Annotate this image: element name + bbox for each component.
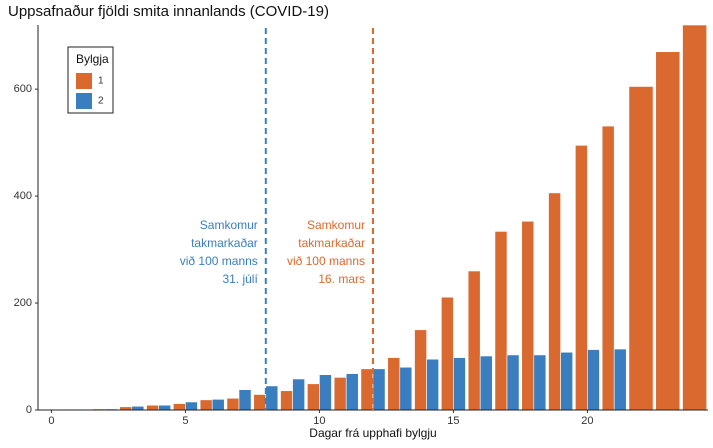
legend-swatch [76, 73, 92, 89]
annotation-text: 31. júlí [222, 272, 258, 286]
y-tick-label: 400 [14, 190, 32, 202]
bar [173, 403, 186, 411]
bar [265, 385, 279, 411]
bar [682, 24, 707, 411]
bar [506, 354, 520, 411]
legend-title: Bylgja [76, 52, 109, 66]
bar [494, 231, 508, 411]
bar [414, 329, 427, 411]
bar [453, 357, 466, 411]
bar [521, 220, 535, 411]
bar [613, 348, 627, 411]
x-axis-label: Dagar frá upphafi bylgju [309, 426, 436, 440]
bar [601, 125, 615, 411]
bar [345, 373, 359, 411]
bar [238, 389, 252, 411]
bar [467, 270, 481, 411]
bar [292, 378, 305, 411]
x-tick-label: 15 [447, 415, 459, 427]
annotation-text: takmarkaðar [298, 236, 365, 250]
chart-title: Uppsafnaður fjöldi smita innanlands (COV… [8, 3, 329, 20]
legend-swatch [76, 93, 92, 109]
y-tick-label: 200 [14, 297, 32, 309]
bar [131, 405, 145, 411]
bar [226, 397, 240, 411]
annotation-text: við 100 manns [180, 254, 258, 268]
bar [441, 296, 454, 411]
bar [548, 192, 561, 411]
x-tick-label: 20 [581, 415, 593, 427]
bar [655, 51, 681, 411]
bar [387, 357, 401, 411]
bar [372, 368, 386, 411]
y-tick-label: 0 [26, 404, 32, 416]
bar [146, 404, 159, 411]
x-tick-label: 0 [48, 415, 54, 427]
bar [628, 86, 654, 411]
annotation-text: Samkomur [200, 218, 258, 232]
y-tick-label: 600 [14, 83, 32, 95]
bar [426, 358, 439, 411]
bar [158, 404, 171, 411]
bar [560, 351, 573, 411]
bar [280, 390, 293, 411]
annotation-text: við 100 manns [287, 254, 365, 268]
annotation-text: 16. mars [318, 272, 365, 286]
x-tick-label: 10 [313, 415, 325, 427]
legend-label: 1 [98, 76, 104, 87]
x-tick-label: 5 [182, 415, 188, 427]
bar [185, 401, 198, 411]
bar [360, 368, 374, 411]
bar [333, 377, 347, 411]
bar [307, 383, 320, 411]
bar [211, 399, 225, 411]
legend-label: 2 [98, 96, 104, 107]
bar [575, 145, 588, 411]
bar [319, 374, 332, 411]
annotation-text: Samkomur [307, 218, 365, 232]
bar [199, 399, 213, 411]
bar [479, 355, 493, 411]
bar [587, 349, 600, 411]
annotation-text: takmarkaðar [191, 236, 258, 250]
bar [253, 394, 267, 411]
bar [399, 366, 413, 411]
bar [533, 354, 547, 411]
